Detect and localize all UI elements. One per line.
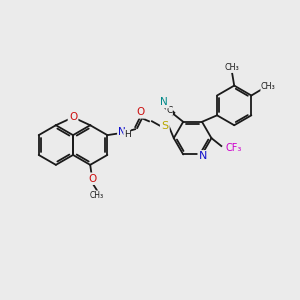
- Text: CH₃: CH₃: [90, 191, 104, 200]
- Text: CH₃: CH₃: [225, 63, 240, 72]
- Text: N: N: [160, 97, 168, 107]
- Text: C: C: [166, 106, 172, 116]
- Text: S: S: [161, 121, 168, 131]
- Text: CF₃: CF₃: [225, 143, 242, 153]
- Text: H: H: [124, 130, 130, 139]
- Text: O: O: [69, 112, 77, 122]
- Text: O: O: [88, 174, 96, 184]
- Text: O: O: [136, 107, 144, 117]
- Text: CH₃: CH₃: [261, 82, 276, 91]
- Text: N: N: [199, 152, 207, 161]
- Text: N: N: [118, 127, 126, 137]
